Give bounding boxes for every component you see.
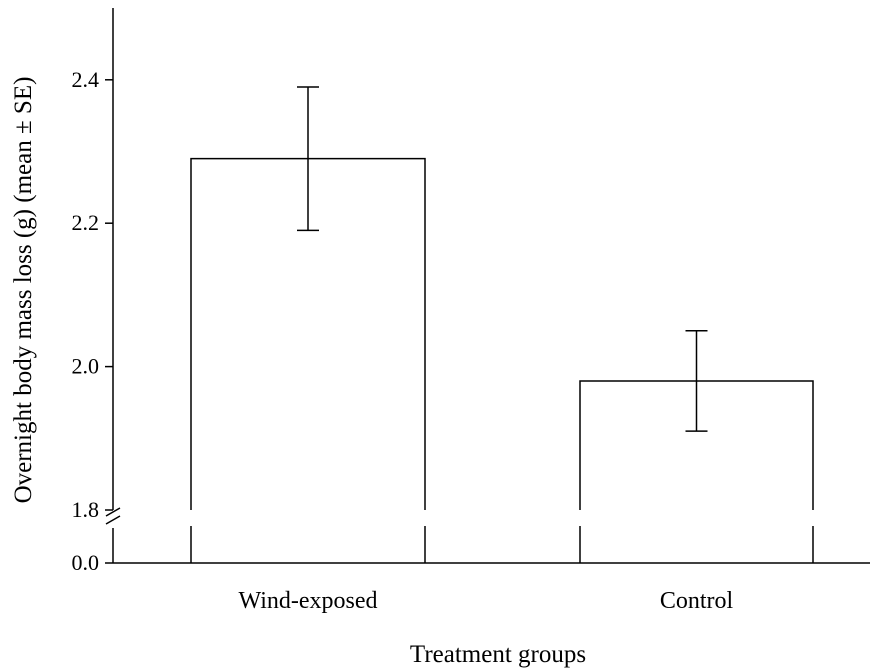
bars <box>190 86 814 563</box>
bar-lower-segment <box>579 526 814 563</box>
x-axis-tick-labels: Wind-exposed Control <box>239 588 734 614</box>
bar-lower-segment <box>190 526 426 563</box>
y-tick-label: 2.2 <box>72 210 100 235</box>
x-tick-label: Wind-exposed <box>239 588 378 614</box>
y-tick-label: 1.8 <box>72 497 100 522</box>
x-tick-label: Control <box>660 588 734 614</box>
bar-wind-exposed <box>190 86 426 563</box>
y-axis-ticks: 0.0 1.8 2.0 2.2 2.4 <box>72 67 113 575</box>
y-axis-break-mark <box>105 507 121 525</box>
y-tick-label: 2.4 <box>72 67 100 92</box>
y-axis-title: Overnight body mass loss (g) (mean ± SE) <box>10 77 37 504</box>
error-bar <box>685 330 708 432</box>
y-tick-label: 2.0 <box>72 354 100 379</box>
error-bar <box>297 86 319 232</box>
bar-control <box>579 330 814 563</box>
y-tick-label: 0.0 <box>72 550 100 575</box>
x-axis-title: Treatment groups <box>410 641 586 668</box>
